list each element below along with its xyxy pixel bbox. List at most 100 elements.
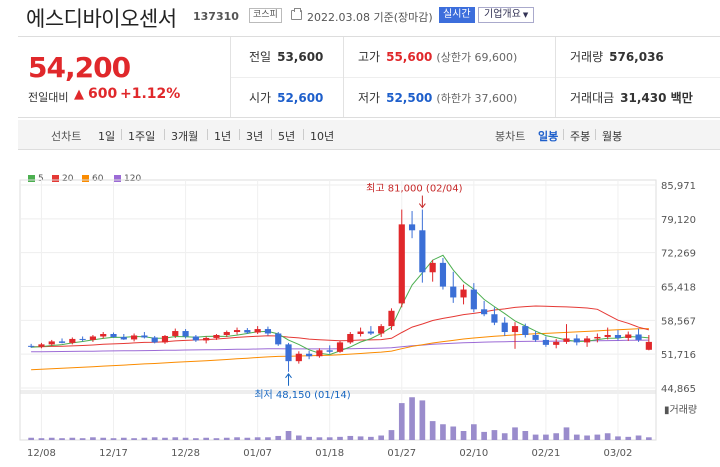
candle-weekly[interactable]: 주봉	[570, 130, 591, 143]
volume-bar	[223, 437, 230, 440]
period-5y[interactable]: 5년	[278, 130, 296, 143]
price-chart[interactable]: 85,971 79,120 72,269 65,418 58,567 51,716 44,8…	[0, 150, 720, 467]
volume-bar	[450, 426, 457, 440]
volume-bar	[265, 437, 271, 440]
candle-body	[336, 342, 344, 352]
candle-body	[28, 345, 35, 347]
ma60-line	[31, 328, 649, 371]
legend-ma120-label: 120	[124, 174, 142, 184]
candle-body	[131, 335, 138, 340]
volume-bar	[378, 435, 385, 440]
candle-body	[501, 322, 508, 333]
high-cell: 고가 55,600 (상한가 69,600)	[358, 37, 517, 77]
volume-bar	[501, 433, 508, 440]
x-tick-label: 01/18	[315, 448, 344, 459]
candle-body	[141, 335, 148, 338]
candle-body	[604, 334, 611, 337]
high-annotation: 최고 81,000 (02/04)	[366, 183, 462, 195]
candle-body	[48, 341, 55, 345]
volume-bar	[182, 437, 189, 440]
x-tick-label: 12/08	[27, 448, 56, 459]
legend-swatch	[114, 175, 121, 182]
period-1y[interactable]: 1년	[214, 130, 232, 143]
volume-bar	[409, 397, 415, 440]
volume-bar	[357, 436, 364, 440]
candle-body	[151, 337, 158, 343]
base-date: 2022.03.08 기준(장마감)	[307, 11, 433, 24]
candle-body	[378, 326, 385, 334]
company-info-dropdown[interactable]: 기업개요 ▼	[478, 7, 535, 23]
candle-daily[interactable]: 일봉	[538, 130, 559, 143]
candle-body	[522, 326, 529, 335]
period-3m[interactable]: 3개월	[171, 130, 199, 143]
volume-bar	[28, 437, 34, 440]
volume-bar	[388, 430, 395, 440]
high-value: 55,600	[386, 50, 433, 64]
candle-body	[542, 339, 549, 345]
separator	[164, 129, 165, 140]
prev-close-value: 53,600	[277, 50, 324, 64]
volume-bar	[141, 437, 148, 440]
candle-chart-label: 봉차트	[495, 130, 526, 143]
candle-body	[357, 331, 364, 334]
current-price-box: 54,200 전일대비 ▲ 600 +1.12%	[18, 37, 231, 117]
volume-bar	[532, 434, 539, 440]
y-tick-label: 72,269	[661, 249, 696, 260]
candle-body	[275, 333, 282, 345]
volume-bar	[471, 424, 477, 440]
candle-body	[532, 334, 539, 340]
candle-body	[511, 326, 519, 333]
volume-bar	[193, 438, 199, 440]
x-tick-label: 02/21	[531, 448, 560, 459]
separator	[595, 129, 596, 140]
candle-body	[450, 286, 457, 298]
candle-body	[419, 230, 426, 273]
volume-bar	[615, 436, 621, 440]
candle-body	[89, 336, 97, 340]
period-1d[interactable]: 1일	[98, 130, 116, 143]
upper-limit: (상한가 69,600)	[436, 51, 518, 64]
current-price: 54,200	[28, 51, 131, 84]
candle-body	[203, 337, 210, 341]
candle-body	[429, 262, 436, 273]
x-tick-label: 02/10	[459, 448, 488, 459]
period-3y[interactable]: 3년	[246, 130, 264, 143]
divider	[231, 77, 720, 78]
amount-label: 거래대금	[570, 91, 615, 105]
candle-body	[614, 334, 622, 338]
y-tick-label: 79,120	[661, 215, 696, 226]
separator	[303, 129, 304, 140]
candle-body	[110, 333, 117, 337]
amount-cell: 거래대금 31,430 백만	[570, 78, 693, 118]
legend-swatch	[52, 175, 59, 182]
candle-body	[470, 289, 477, 310]
candle-body	[347, 333, 354, 343]
candle-monthly[interactable]: 월봉	[602, 130, 623, 143]
candle-body	[161, 335, 169, 343]
change-percent: +1.12%	[120, 86, 181, 102]
y-tick-label: 51,716	[661, 350, 696, 361]
y-tick-label: 58,567	[661, 316, 696, 327]
candle-body	[244, 330, 251, 333]
legend-ma120: 120	[114, 174, 141, 184]
chevron-down-icon: ▼	[522, 11, 529, 19]
y-tick-label: 65,418	[661, 283, 696, 294]
volume-bar	[48, 437, 55, 440]
price-panel: 54,200 전일대비 ▲ 600 +1.12% 전일 53,600 고가 55,6…	[18, 36, 720, 118]
candle-body	[233, 330, 241, 333]
period-10y[interactable]: 10년	[310, 130, 335, 143]
volume-bar	[203, 437, 209, 440]
legend-swatch	[82, 175, 89, 182]
period-1w[interactable]: 1주일	[128, 130, 156, 143]
candle-body	[460, 289, 467, 298]
change-value: 600	[88, 86, 118, 102]
low-value: 52,500	[386, 91, 433, 105]
print-icon[interactable]	[291, 8, 302, 20]
stock-name: 에스디바이오센서	[26, 7, 177, 31]
volume-bar	[635, 435, 642, 440]
candle-body	[100, 333, 107, 337]
realtime-button[interactable]: 실시간	[439, 7, 475, 23]
legend-ma60: 60	[82, 174, 103, 184]
up-arrow-icon: ▲	[74, 87, 84, 102]
candle-body	[635, 334, 642, 340]
